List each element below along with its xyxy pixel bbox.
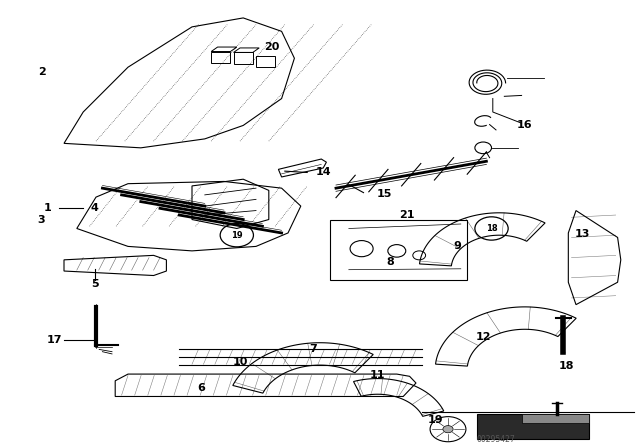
Text: 4: 4 bbox=[91, 203, 99, 213]
Circle shape bbox=[443, 426, 453, 433]
Text: 10: 10 bbox=[232, 357, 248, 366]
Text: 8: 8 bbox=[387, 257, 394, 267]
Text: 20: 20 bbox=[264, 42, 280, 52]
Text: 15: 15 bbox=[376, 189, 392, 198]
Text: 14: 14 bbox=[316, 168, 331, 177]
Text: 1: 1 bbox=[44, 203, 52, 213]
Text: 21: 21 bbox=[399, 210, 414, 220]
Text: 3: 3 bbox=[38, 215, 45, 224]
Text: 17: 17 bbox=[47, 336, 62, 345]
Text: 7: 7 bbox=[310, 345, 317, 354]
Text: 9: 9 bbox=[454, 241, 461, 251]
Text: 19: 19 bbox=[231, 231, 243, 240]
Text: 11: 11 bbox=[370, 370, 385, 380]
Text: 2: 2 bbox=[38, 67, 45, 77]
Polygon shape bbox=[522, 414, 589, 423]
Text: 19: 19 bbox=[428, 415, 443, 425]
Polygon shape bbox=[477, 414, 589, 439]
Text: 18: 18 bbox=[486, 224, 497, 233]
Text: 13: 13 bbox=[575, 229, 590, 239]
Text: 00295427: 00295427 bbox=[477, 435, 515, 444]
Text: 16: 16 bbox=[517, 121, 532, 130]
Text: 6: 6 bbox=[198, 383, 205, 392]
Text: 5: 5 bbox=[91, 280, 99, 289]
Text: 18: 18 bbox=[559, 361, 574, 371]
Text: 12: 12 bbox=[476, 332, 491, 342]
